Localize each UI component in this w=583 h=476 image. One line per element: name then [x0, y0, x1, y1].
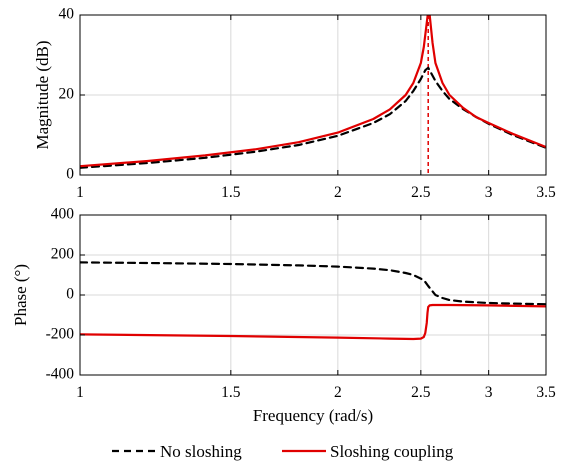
mag-xtick-label: 3.5	[536, 184, 556, 201]
legend-label-sloshing-coupling: Sloshing coupling	[330, 442, 454, 461]
phase-grid	[80, 215, 546, 375]
mag-series-sloshing-coupling	[80, 15, 546, 168]
legend-label-no-sloshing: No sloshing	[160, 442, 242, 461]
phase-ylabel: Phase (°)	[11, 264, 30, 326]
mag-xtick-label: 1.5	[221, 184, 241, 201]
magnitude-ylabel: Magnitude (dB)	[33, 40, 52, 149]
magnitude-grid	[80, 15, 546, 175]
ph-ytick-label: 200	[51, 246, 75, 263]
ph-ytick-label: -200	[46, 326, 75, 343]
ph-ytick-label: -400	[46, 366, 75, 383]
mag-xtick-label: 1	[76, 184, 84, 201]
ph-xtick-label: 3.5	[536, 384, 556, 401]
frequency-xlabel: Frequency (rad/s)	[253, 406, 373, 425]
mag-ytick-label: 0	[66, 166, 74, 183]
magnitude-panel: 1 1.5 2 2.5 3 3.5 0 20 40 Magnitude (dB)	[33, 6, 556, 201]
ph-xtick-label: 2	[334, 384, 342, 401]
ph-xtick-label: 3	[485, 384, 493, 401]
mag-ytick-label: 20	[59, 86, 75, 103]
ph-xtick-label: 1.5	[221, 384, 241, 401]
mag-xtick-label: 2	[334, 184, 342, 201]
ph-xtick-label: 2.5	[411, 384, 431, 401]
ph-series-sloshing-coupling	[80, 303, 546, 341]
ph-plot-area	[80, 261, 546, 341]
phase-series	[80, 261, 546, 341]
magnitude-series	[80, 15, 546, 175]
ph-ytick-label: 0	[66, 286, 74, 303]
phase-ticks: 1 1.5 2 2.5 3 3.5 -400 -200 0 200 400	[46, 206, 556, 401]
legend: No sloshing Sloshing coupling	[112, 442, 454, 461]
mag-ytick-label: 40	[59, 6, 75, 23]
mag-xtick-label: 2.5	[411, 184, 431, 201]
mag-plot-area	[80, 15, 546, 175]
ph-xtick-label: 1	[76, 384, 84, 401]
mag-xtick-label: 3	[485, 184, 493, 201]
ph-series-no-sloshing	[80, 261, 546, 306]
phase-panel: 1 1.5 2 2.5 3 3.5 -400 -200 0 200 400 Phase (°) Fr…	[11, 206, 556, 425]
ph-ytick-label: 400	[51, 206, 75, 223]
magnitude-ticks: 1 1.5 2 2.5 3 3.5 0 20 40	[59, 6, 556, 201]
